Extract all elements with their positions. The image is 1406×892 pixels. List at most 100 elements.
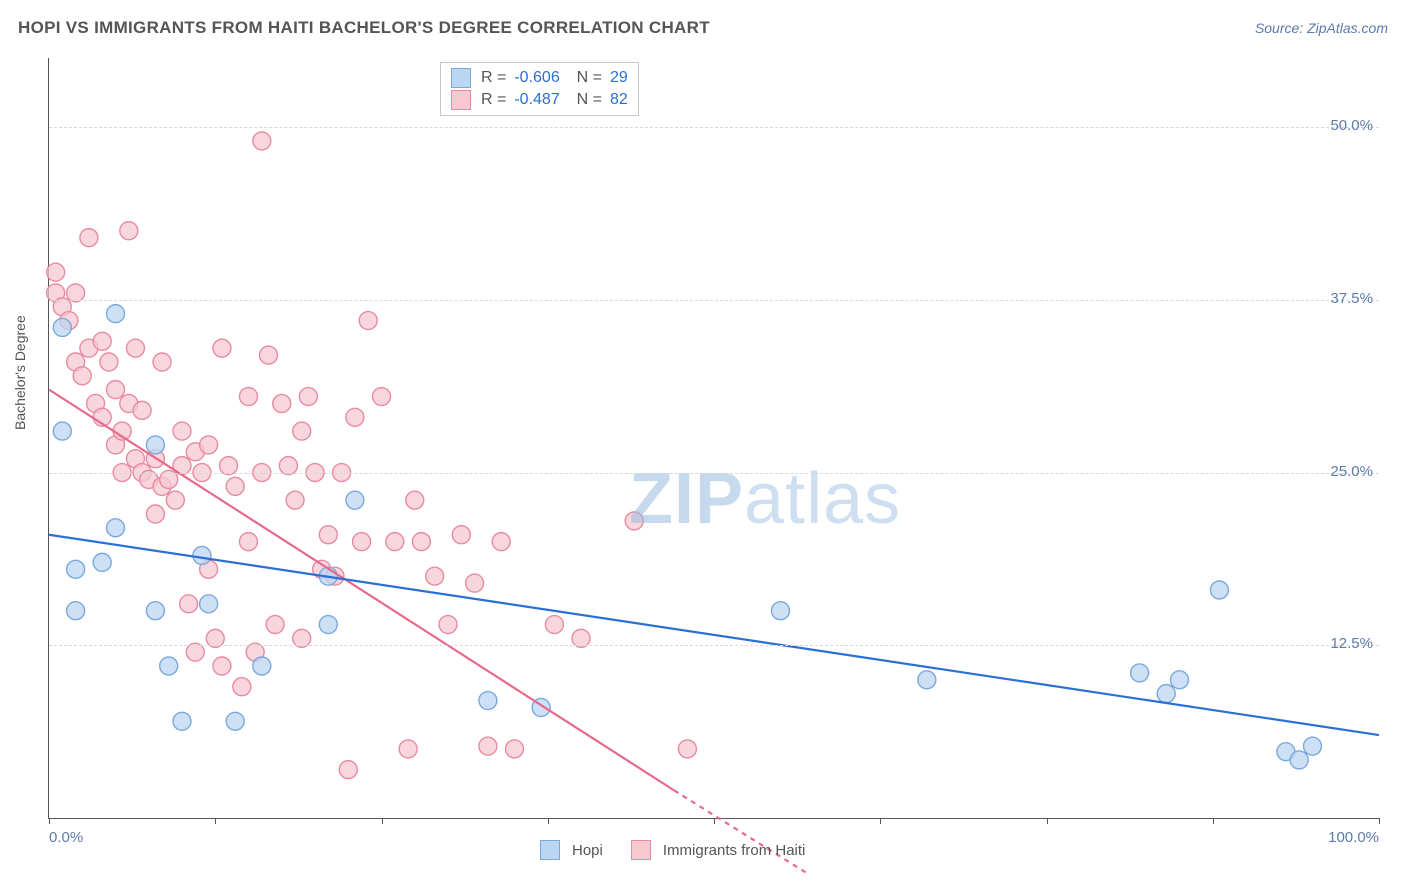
data-point [53, 318, 71, 336]
data-point [346, 408, 364, 426]
x-tick [714, 818, 715, 824]
legend-n-label: N = [568, 69, 602, 87]
data-point [93, 332, 111, 350]
x-tick [1213, 818, 1214, 824]
legend-swatch [631, 840, 651, 860]
data-point [452, 526, 470, 544]
legend-r-label: R = [481, 91, 506, 109]
data-point [240, 533, 258, 551]
data-point [173, 712, 191, 730]
x-tick [1379, 818, 1380, 824]
data-point [426, 567, 444, 585]
data-point [73, 367, 91, 385]
chart-area: ZIPatlas 12.5%25.0%37.5%50.0%0.0%100.0% [48, 58, 1379, 819]
data-point [266, 616, 284, 634]
data-point [492, 533, 510, 551]
data-point [339, 761, 357, 779]
y-tick-label: 12.5% [1330, 635, 1373, 652]
data-point [233, 678, 251, 696]
legend-r-value: -0.487 [514, 91, 559, 109]
trend-line [49, 535, 1379, 735]
data-point [153, 353, 171, 371]
data-point [213, 339, 231, 357]
gridline [49, 645, 1379, 646]
data-point [1290, 751, 1308, 769]
legend-row: R = -0.606 N = 29 [451, 67, 628, 89]
x-tick [49, 818, 50, 824]
gridline [49, 473, 1379, 474]
data-point [100, 353, 118, 371]
y-tick-label: 37.5% [1330, 290, 1373, 307]
correlation-legend: R = -0.606 N = 29R = -0.487 N = 82 [440, 62, 639, 116]
legend-series-label: Immigrants from Haiti [663, 842, 806, 859]
x-tick [880, 818, 881, 824]
data-point [399, 740, 417, 758]
data-point [160, 657, 178, 675]
data-point [273, 394, 291, 412]
data-point [133, 401, 151, 419]
y-tick-label: 25.0% [1330, 463, 1373, 480]
data-point [200, 436, 218, 454]
data-point [293, 422, 311, 440]
legend-r-label: R = [481, 69, 506, 87]
gridline [49, 127, 1379, 128]
data-point [253, 657, 271, 675]
data-point [1304, 737, 1322, 755]
header: HOPI VS IMMIGRANTS FROM HAITI BACHELOR'S… [18, 18, 1388, 38]
data-point [146, 602, 164, 620]
data-point [1210, 581, 1228, 599]
data-point [193, 546, 211, 564]
data-point [47, 263, 65, 281]
data-point [625, 512, 643, 530]
data-point [353, 533, 371, 551]
legend-swatch [451, 90, 471, 110]
data-point [466, 574, 484, 592]
legend-swatch [451, 68, 471, 88]
legend-row: R = -0.487 N = 82 [451, 89, 628, 111]
data-point [213, 657, 231, 675]
data-point [772, 602, 790, 620]
data-point [506, 740, 524, 758]
data-point [146, 436, 164, 454]
data-point [93, 553, 111, 571]
source-label: Source: ZipAtlas.com [1255, 20, 1388, 36]
x-tick [382, 818, 383, 824]
data-point [319, 526, 337, 544]
data-point [918, 671, 936, 689]
data-point [386, 533, 404, 551]
data-point [120, 222, 138, 240]
legend-swatch [540, 840, 560, 860]
data-point [173, 422, 191, 440]
data-point [1171, 671, 1189, 689]
data-point [80, 229, 98, 247]
chart-title: HOPI VS IMMIGRANTS FROM HAITI BACHELOR'S… [18, 18, 710, 38]
data-point [1131, 664, 1149, 682]
data-point [226, 712, 244, 730]
data-point [67, 602, 85, 620]
x-tick [548, 818, 549, 824]
data-point [67, 560, 85, 578]
data-point [359, 312, 377, 330]
legend-n-label: N = [568, 91, 602, 109]
data-point [286, 491, 304, 509]
trend-line [49, 390, 674, 791]
data-point [678, 740, 696, 758]
data-point [107, 305, 125, 323]
data-point [299, 388, 317, 406]
trend-line [674, 790, 807, 873]
data-point [412, 533, 430, 551]
x-tick [1047, 818, 1048, 824]
data-point [53, 422, 71, 440]
data-point [259, 346, 277, 364]
data-point [226, 477, 244, 495]
data-point [107, 381, 125, 399]
y-tick-label: 50.0% [1330, 117, 1373, 134]
x-tick-label: 100.0% [1328, 829, 1379, 846]
data-point [253, 132, 271, 150]
legend-n-value: 29 [610, 69, 628, 87]
data-point [439, 616, 457, 634]
data-point [200, 595, 218, 613]
legend-n-value: 82 [610, 91, 628, 109]
data-point [1157, 685, 1175, 703]
data-point [180, 595, 198, 613]
